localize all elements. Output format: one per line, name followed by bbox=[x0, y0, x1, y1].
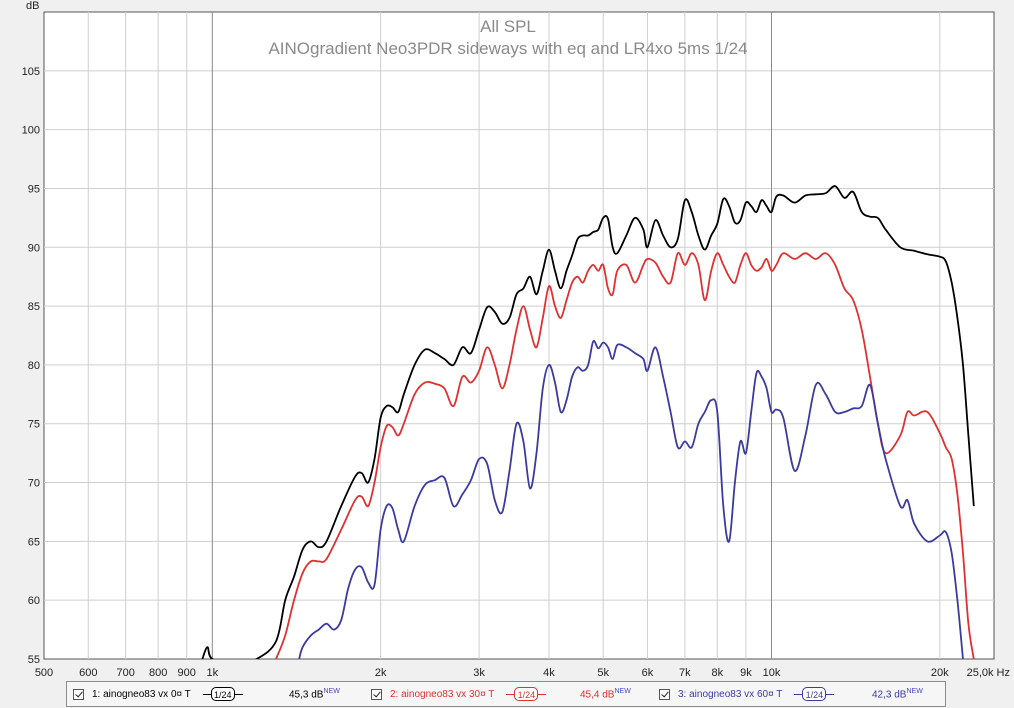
series-line-1 bbox=[201, 185, 975, 659]
x-tick-label: 7k bbox=[679, 667, 691, 679]
x-ticks: 500 600 700 800 900 1k 2k 3k 4k 5k 6k 7k 8k 9k 10k 20k 2… bbox=[35, 667, 1010, 679]
smoothing-selector[interactable]: 1/24 bbox=[794, 687, 835, 701]
grid bbox=[44, 12, 994, 659]
spl-chart: All SPL AINOgradient Neo3PDR sideways wi… bbox=[22, 0, 1010, 679]
legend-level: 42,3 dBNEW bbox=[872, 688, 923, 700]
x-tick-label: 700 bbox=[117, 667, 135, 679]
legend-item-3[interactable]: 3: ainogneo83 vx 60¤ T 1/24 42,3 dBNEW bbox=[653, 682, 943, 706]
smoothing-label: 1/24 bbox=[210, 687, 235, 701]
new-badge: NEW bbox=[906, 687, 923, 695]
y-axis-label: dB bbox=[26, 0, 39, 12]
y-tick-label: 85 bbox=[28, 301, 40, 313]
x-tick-label: 900 bbox=[178, 667, 196, 679]
legend-level: 45,4 dBNEW bbox=[580, 688, 631, 700]
x-tick-label: 10k bbox=[763, 667, 781, 679]
y-tick-label: 90 bbox=[28, 242, 40, 254]
smoothing-selector[interactable]: 1/24 bbox=[202, 687, 243, 701]
legend-series-name: 3: ainogneo83 vx 60¤ T bbox=[678, 688, 783, 700]
y-tick-label: 75 bbox=[28, 419, 40, 431]
x-tick-label: 5k bbox=[597, 667, 609, 679]
legend-item-1[interactable]: 1: ainogneo83 vx 0¤ T 1/24 45,3 dBNEW bbox=[67, 682, 365, 706]
x-tick-label: 3k bbox=[473, 667, 485, 679]
new-badge: NEW bbox=[614, 687, 631, 695]
plot-area bbox=[43, 11, 995, 660]
smoothing-selector[interactable]: 1/24 bbox=[506, 687, 547, 701]
x-tick-label: 8k bbox=[711, 667, 723, 679]
y-tick-label: 80 bbox=[28, 360, 40, 372]
legend: 1: ainogneo83 vx 0¤ T 1/24 45,3 dBNEW 2:… bbox=[66, 681, 946, 707]
level-value: 45,3 dB bbox=[289, 689, 324, 701]
level-value: 45,4 dB bbox=[580, 689, 615, 701]
checkbox-series-1[interactable] bbox=[73, 688, 84, 700]
series-line-3 bbox=[298, 339, 964, 659]
y-ticks: 105 100 95 90 85 80 75 70 65 60 55 bbox=[22, 66, 40, 666]
x-tick-label: 800 bbox=[149, 667, 167, 679]
y-tick-label: 95 bbox=[28, 183, 40, 195]
y-tick-label: 70 bbox=[28, 478, 40, 490]
x-tick-label: 4k bbox=[543, 667, 555, 679]
series-lines bbox=[201, 185, 975, 659]
chart-title: All SPL bbox=[480, 17, 536, 36]
legend-item-2[interactable]: 2: ainogneo83 vx 30¤ T 1/24 45,4 dBNEW bbox=[365, 682, 653, 706]
level-value: 42,3 dB bbox=[872, 689, 907, 701]
new-badge: NEW bbox=[323, 687, 340, 695]
legend-level: 45,3 dBNEW bbox=[289, 688, 340, 700]
y-tick-label: 60 bbox=[28, 595, 40, 607]
y-tick-label: 105 bbox=[22, 66, 40, 78]
x-tick-label: 500 bbox=[35, 667, 53, 679]
series-line-2 bbox=[275, 251, 975, 659]
y-tick-label: 65 bbox=[28, 536, 40, 548]
checkbox-series-3[interactable] bbox=[659, 688, 670, 700]
y-tick-label: 100 bbox=[22, 125, 40, 137]
y-tick-label: 55 bbox=[28, 654, 40, 666]
x-tick-label: 25,0k Hz bbox=[967, 667, 1010, 679]
x-tick-label: 600 bbox=[79, 667, 97, 679]
smoothing-label: 1/24 bbox=[514, 687, 539, 701]
x-tick-label: 9k bbox=[740, 667, 752, 679]
x-tick-label: 6k bbox=[642, 667, 654, 679]
checkbox-series-2[interactable] bbox=[371, 688, 382, 700]
smoothing-label: 1/24 bbox=[802, 687, 827, 701]
legend-series-name: 1: ainogneo83 vx 0¤ T bbox=[92, 688, 191, 700]
legend-series-name: 2: ainogneo83 vx 30¤ T bbox=[390, 688, 495, 700]
x-tick-label: 20k bbox=[931, 667, 949, 679]
chart-subtitle: AINOgradient Neo3PDR sideways with eq an… bbox=[268, 39, 747, 58]
x-tick-label: 1k bbox=[207, 667, 219, 679]
x-tick-label: 2k bbox=[375, 667, 387, 679]
